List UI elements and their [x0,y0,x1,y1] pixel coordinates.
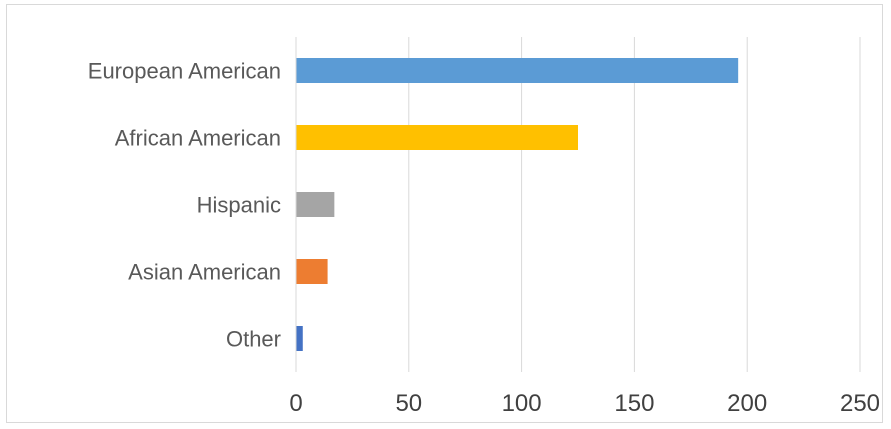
category-label-other: Other [226,327,281,352]
category-label-asian-american: Asian American [128,260,281,285]
x-tick-label-150: 150 [614,390,654,417]
category-label-hispanic: Hispanic [197,193,281,218]
bar-asian-american [296,259,328,284]
category-label-african-american: African American [115,126,281,151]
gridlines [408,37,861,372]
bar-african-american [296,125,578,150]
x-tick-labels: 0 50 100 150 200 250 [289,390,880,417]
category-label-european-american: European American [88,59,281,84]
category-labels: European American African American Hispani… [88,59,281,352]
x-tick-label-0: 0 [289,390,302,417]
x-tick-label-200: 200 [727,390,767,417]
bar-other [296,326,303,351]
x-tick-label-250: 250 [840,390,880,417]
bar-european-american [296,58,739,83]
x-tick-label-100: 100 [502,390,542,417]
x-tick-label-50: 50 [395,390,422,417]
bars [296,58,739,351]
bar-hispanic [296,192,335,217]
